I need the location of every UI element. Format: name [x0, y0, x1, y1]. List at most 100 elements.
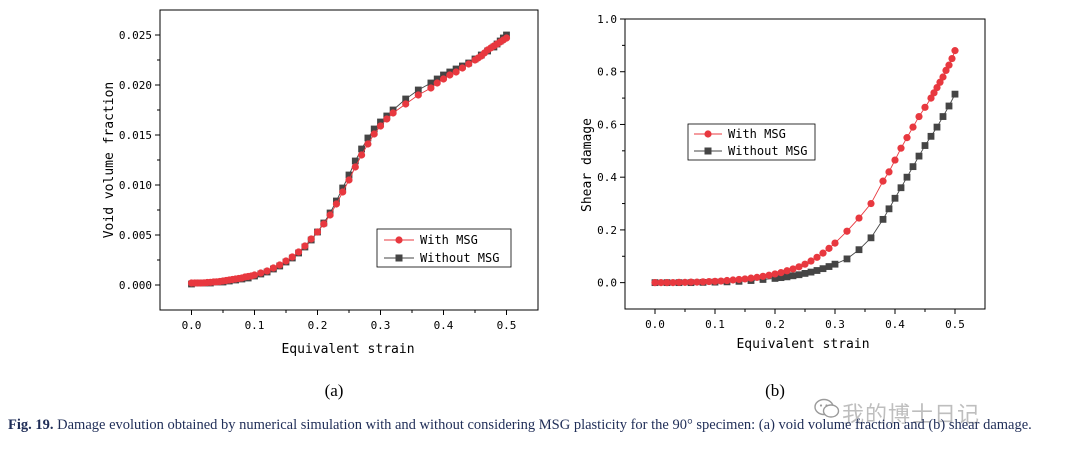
chart-b-xtick-label: 0.1	[705, 318, 725, 331]
chart-b-series-layer	[651, 47, 959, 287]
chart-b-point-without-msg	[807, 268, 815, 276]
chart-b-ylabel: Shear damage	[580, 118, 595, 212]
chart-a-point-without-msg	[345, 171, 353, 179]
chart-b-point-with-msg	[936, 78, 944, 86]
chart-b-point-without-msg	[795, 271, 803, 279]
chart-b-xtick-label: 0.2	[765, 318, 785, 331]
chart-panel-b: 0.0 0.1 0.2 0.3 0.4 0.5 0.0 0.2 0.4 0.6 0.8 1.0 Equ…	[580, 13, 986, 400]
chart-b-point-with-msg	[699, 278, 707, 286]
chart-a-xtick-label: 0.2	[308, 319, 328, 332]
chart-a-xtick-label: 0.3	[371, 319, 391, 332]
chart-a-point-without-msg	[402, 95, 410, 103]
chart-b-point-with-msg	[789, 265, 797, 273]
chart-a-point-with-msg	[446, 71, 454, 79]
chart-b-point-with-msg	[657, 279, 665, 287]
chart-a-point-with-msg	[465, 60, 473, 68]
chart-a-point-with-msg	[301, 242, 309, 250]
chart-a-point-with-msg	[364, 140, 372, 148]
chart-b-point-without-msg	[945, 102, 953, 110]
chart-a-xtick-label: 0.5	[497, 319, 517, 332]
chart-b-point-without-msg	[933, 123, 941, 131]
chart-b-point-with-msg	[765, 271, 773, 279]
chart-b-point-with-msg	[663, 279, 671, 287]
chart-a-xtick-label: 0.4	[434, 319, 454, 332]
chart-b-point-without-msg	[801, 270, 809, 277]
chart-a-point-with-msg	[282, 257, 290, 265]
chart-a-point-with-msg	[326, 211, 334, 219]
chart-b-legend-label-with-msg: With MSG	[728, 127, 786, 141]
chart-a-point-with-msg	[332, 200, 340, 208]
chart-b-ytick-label: 0.2	[597, 224, 617, 237]
chart-b-point-with-msg	[825, 244, 833, 252]
chart-b-point-without-msg	[867, 234, 875, 242]
chart-b-point-with-msg	[795, 263, 803, 271]
chart-a-point-with-msg	[307, 235, 315, 243]
chart-b-point-with-msg	[741, 275, 749, 283]
chart-b-point-with-msg	[951, 47, 959, 55]
chart-b-point-with-msg	[909, 123, 917, 131]
chart-b-point-with-msg	[711, 277, 719, 285]
chart-b-point-without-msg	[855, 246, 863, 254]
chart-b-point-with-msg	[807, 257, 815, 265]
chart-b-point-with-msg	[783, 267, 791, 275]
chart-a-point-with-msg	[313, 228, 322, 236]
watermark-text: 我的博士日记	[842, 403, 981, 428]
chart-a-xtick-label: 0.0	[182, 319, 202, 332]
chart-b-point-with-msg	[777, 269, 785, 277]
chart-a-point-without-msg	[370, 125, 378, 133]
chart-a-point-with-msg	[376, 122, 385, 130]
chart-a-point-with-msg	[458, 64, 466, 72]
chart-b-point-without-msg	[843, 255, 851, 263]
chart-b-point-without-msg	[915, 152, 923, 160]
chart-b-point-with-msg	[747, 274, 755, 282]
chart-b-point-with-msg	[729, 276, 737, 284]
chart-b-point-without-msg	[903, 173, 911, 181]
chart-a-point-with-msg	[250, 271, 259, 279]
chart-b-point-with-msg	[879, 177, 887, 185]
chart-b-point-with-msg	[855, 214, 863, 222]
chart-a-point-with-msg	[452, 68, 460, 76]
chart-panel-a: 0.0 0.1 0.2 0.3 0.4 0.5 0.000 0.005 0.010 0.015 0.…	[102, 9, 539, 400]
chart-a-ytick-label: 0.000	[119, 279, 152, 292]
chart-b-point-with-msg	[939, 73, 947, 81]
chart-b-ytick-label: 0.4	[597, 171, 617, 184]
chart-b-point-with-msg	[801, 260, 809, 268]
chart-a-legend-marker-with-msg	[395, 236, 403, 244]
chart-b-point-without-msg	[777, 274, 785, 282]
chart-b-legend-marker-without-msg	[704, 147, 712, 155]
chart-a-point-with-msg	[269, 264, 277, 272]
chart-b-point-without-msg	[825, 263, 833, 270]
chart-a-point-with-msg	[370, 130, 378, 138]
chart-a-point-without-msg	[427, 79, 435, 87]
chart-b-point-without-msg	[819, 265, 827, 273]
chart-a-point-without-msg	[339, 184, 347, 192]
chart-a-point-without-msg	[364, 134, 372, 142]
chart-b-point-with-msg	[930, 89, 938, 97]
chart-b-point-without-msg	[789, 272, 797, 280]
chart-a-ytick-label: 0.020	[119, 79, 152, 92]
chart-a-point-with-msg	[339, 188, 347, 196]
chart-a-ytick-label: 0.010	[119, 179, 152, 192]
chart-a-point-without-msg	[358, 145, 365, 153]
chart-a-point-with-msg	[439, 75, 448, 83]
chart-a-point-without-msg	[351, 157, 359, 165]
chart-b-point-with-msg	[915, 112, 923, 121]
caption-label: Fig. 19.	[8, 417, 54, 433]
chart-a-xtick-label: 0.1	[245, 319, 265, 332]
chart-b-ticks: 0.0 0.1 0.2 0.3 0.4 0.5 0.0 0.2 0.4 0.6 0.8 1.0	[597, 13, 965, 331]
chart-b-point-with-msg	[831, 239, 839, 247]
chart-b-point-with-msg	[948, 54, 956, 63]
chart-b-point-with-msg	[843, 227, 851, 235]
chart-b-point-with-msg	[867, 199, 875, 208]
chart-a-point-without-msg	[377, 118, 384, 126]
chart-b-point-without-msg	[771, 275, 779, 282]
chart-b-point-without-msg	[897, 184, 905, 192]
chart-b-point-without-msg	[891, 194, 899, 202]
chart-b-point-with-msg	[891, 156, 899, 164]
chart-b-point-without-msg	[927, 132, 935, 140]
chart-b-point-with-msg	[927, 94, 935, 102]
chart-a-point-with-msg	[433, 79, 441, 87]
chart-a-point-without-msg	[433, 75, 441, 83]
chart-b-point-with-msg	[819, 249, 827, 257]
